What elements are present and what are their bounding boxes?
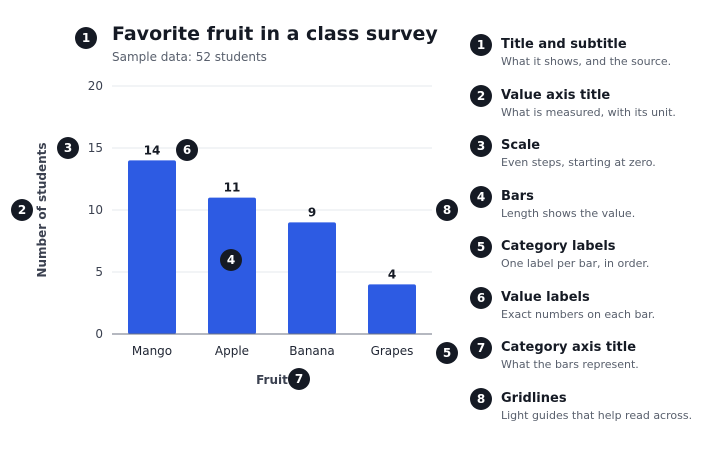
legend-title: Value axis title xyxy=(501,87,611,103)
legend-title: Category axis title xyxy=(501,340,637,355)
y-axis-ticks: 0 5 10 15 20 xyxy=(88,79,103,341)
value-label: 11 xyxy=(224,181,241,195)
y-tick-label: 20 xyxy=(88,79,103,93)
x-axis-title: Fruit xyxy=(256,373,288,387)
value-label: 9 xyxy=(308,205,316,219)
legend-item: 6 Value labels Exact numbers on each bar… xyxy=(470,286,715,338)
bar xyxy=(288,222,336,334)
category-label: Grapes xyxy=(371,344,414,358)
category-label: Banana xyxy=(289,344,335,358)
marker-x-axis-title-badge: 7 xyxy=(288,368,310,390)
legend-item: 2 Value axis title What is measured, wit… xyxy=(470,84,715,136)
legend-title: Gridlines xyxy=(501,390,567,406)
legend-badge: 7 xyxy=(470,337,492,359)
category-label: Mango xyxy=(132,344,172,358)
legend-badge: 6 xyxy=(470,286,492,309)
chart-subtitle: Sample data: 52 students xyxy=(112,50,267,64)
marker-category-labels-badge: 5 xyxy=(436,342,458,364)
y-tick-label: 0 xyxy=(95,327,103,341)
legend-item: 3 Scale Even steps, starting at zero. xyxy=(470,135,715,186)
legend-badge: 5 xyxy=(470,236,492,258)
y-tick-label: 15 xyxy=(88,141,103,155)
legend-description: What it shows, and the source. xyxy=(501,55,672,68)
legend-title: Category labels xyxy=(501,239,616,254)
annotation-legend: 1 Title and subtitle What it shows, and … xyxy=(470,34,715,438)
y-tick-label: 5 xyxy=(95,265,103,279)
bar xyxy=(368,284,416,334)
category-label: Apple xyxy=(215,344,249,358)
legend-badge: 1 xyxy=(470,34,492,56)
legend-title: Title and subtitle xyxy=(501,37,627,52)
legend-item: 7 Category axis title What the bars repr… xyxy=(470,337,715,388)
marker-gridlines-badge: 8 xyxy=(436,199,458,221)
legend-item: 1 Title and subtitle What it shows, and … xyxy=(470,34,715,85)
chart-title: Favorite fruit in a class survey xyxy=(112,23,438,45)
legend-badge: 8 xyxy=(470,387,492,410)
marker-bars-badge: 4 xyxy=(220,249,242,271)
legend-title: Scale xyxy=(501,138,541,153)
legend-description: What the bars represent. xyxy=(501,358,639,371)
legend-item: 4 Bars Length shows the value. xyxy=(470,185,715,237)
legend-description: Light guides that help read across. xyxy=(501,408,693,422)
legend-item: 8 Gridlines Light guides that help read … xyxy=(470,387,715,439)
legend-badge: 3 xyxy=(470,135,492,157)
legend-title: Bars xyxy=(501,188,534,204)
legend-item: 5 Category labels One label per bar, in … xyxy=(470,236,715,287)
value-label: 14 xyxy=(144,143,161,157)
legend-description: Exact numbers on each bar. xyxy=(501,307,656,321)
category-labels: Mango Apple Banana Grapes xyxy=(132,344,414,358)
legend-description: What is measured, with its unit. xyxy=(501,105,676,119)
legend-description: Even steps, starting at zero. xyxy=(501,156,656,169)
marker-y-axis-title-badge: 2 xyxy=(11,199,33,221)
marker-value-labels-badge: 6 xyxy=(176,139,198,161)
legend-badge: 2 xyxy=(470,84,492,107)
value-label: 4 xyxy=(388,267,396,281)
bars xyxy=(128,160,416,334)
legend-badge: 4 xyxy=(470,185,492,208)
legend-description: One label per bar, in order. xyxy=(501,257,650,270)
bar xyxy=(128,160,176,334)
marker-title-badge: 1 xyxy=(75,27,97,49)
marker-scale-badge: 3 xyxy=(57,137,79,159)
y-axis-title: Number of students xyxy=(35,142,49,277)
legend-title: Value labels xyxy=(501,289,590,305)
value-labels: 14 11 9 4 xyxy=(144,143,397,281)
legend-description: Length shows the value. xyxy=(501,206,636,220)
y-tick-label: 10 xyxy=(88,203,103,217)
